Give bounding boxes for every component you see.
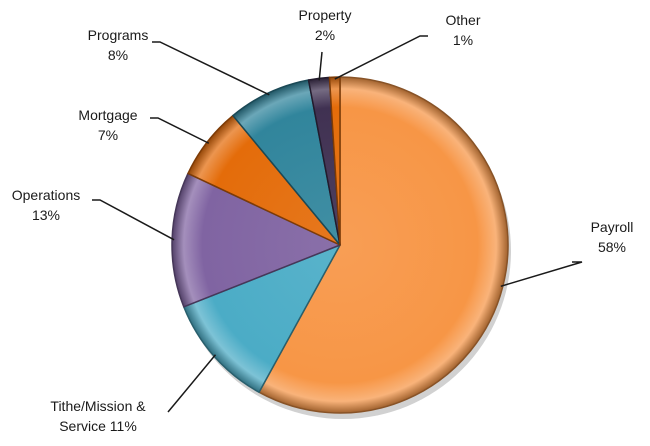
leader-line (318, 51, 323, 81)
slice-label: Payroll 58% (591, 219, 634, 255)
slice-label: Tithe/Mission & Service 11% (50, 398, 146, 434)
slice-label: Operations 13% (12, 187, 80, 223)
pie-slice-payroll (258, 76, 509, 414)
leader-line (150, 117, 210, 144)
slice-label: Programs 8% (88, 27, 149, 63)
slice-label: Other 1% (445, 12, 480, 48)
slice-label: Property 2% (299, 7, 352, 43)
leader-line (92, 199, 175, 241)
leader-line (167, 354, 217, 413)
slice-label: Mortgage 7% (78, 107, 137, 143)
pie-slice-operations (171, 172, 341, 308)
leader-line (334, 35, 428, 80)
leader-line (152, 41, 270, 96)
leader-line (500, 261, 583, 288)
